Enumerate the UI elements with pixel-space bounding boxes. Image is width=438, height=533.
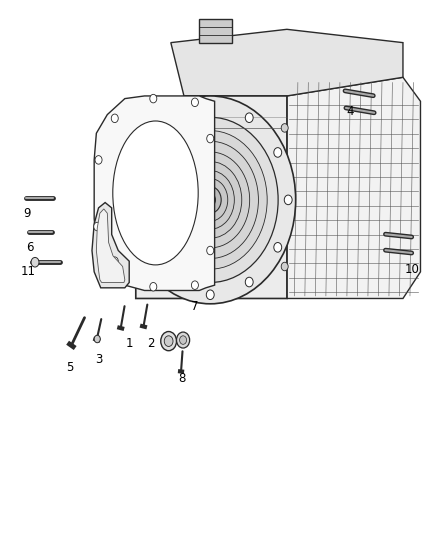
Text: 1: 1 [125,337,133,350]
Circle shape [274,243,282,252]
Circle shape [137,193,144,201]
Polygon shape [136,96,287,298]
Circle shape [193,179,228,221]
Circle shape [207,134,214,143]
Text: 3: 3 [95,353,102,366]
Circle shape [95,156,102,164]
Polygon shape [96,209,125,282]
Circle shape [177,332,190,348]
Text: 7: 7 [191,300,199,313]
Circle shape [125,96,296,304]
Circle shape [179,161,242,238]
Circle shape [191,281,198,289]
Text: 4: 4 [346,106,354,118]
Text: 10: 10 [404,263,419,276]
Circle shape [150,94,157,103]
Text: 2: 2 [147,337,155,350]
Circle shape [167,113,175,123]
Circle shape [128,195,136,205]
Circle shape [171,152,250,248]
Circle shape [245,277,253,287]
Circle shape [139,148,147,157]
Circle shape [142,117,278,282]
Circle shape [199,187,221,213]
Circle shape [162,141,258,259]
Circle shape [186,171,234,229]
Circle shape [274,148,282,157]
Circle shape [281,262,288,271]
Circle shape [137,156,144,164]
Text: 11: 11 [21,265,36,278]
Ellipse shape [113,121,198,265]
Circle shape [153,131,267,269]
Circle shape [94,222,101,231]
Circle shape [111,257,118,265]
Text: 5: 5 [67,361,74,374]
Circle shape [205,193,215,206]
Polygon shape [287,77,420,298]
Text: 8: 8 [178,372,185,385]
Text: 9: 9 [23,207,31,220]
Circle shape [206,100,214,110]
Circle shape [284,195,292,205]
Circle shape [139,243,147,252]
Circle shape [180,336,187,344]
Text: 6: 6 [26,241,34,254]
Circle shape [150,282,157,291]
Circle shape [206,290,214,300]
Circle shape [191,98,198,107]
Circle shape [167,277,175,287]
Polygon shape [171,29,403,96]
Circle shape [164,336,173,346]
Circle shape [31,257,39,267]
Polygon shape [92,203,129,288]
Polygon shape [94,96,215,290]
Circle shape [94,335,100,343]
Circle shape [111,114,118,123]
Circle shape [281,124,288,132]
Circle shape [207,246,214,255]
Polygon shape [199,19,232,43]
Circle shape [161,332,177,351]
Circle shape [245,113,253,123]
